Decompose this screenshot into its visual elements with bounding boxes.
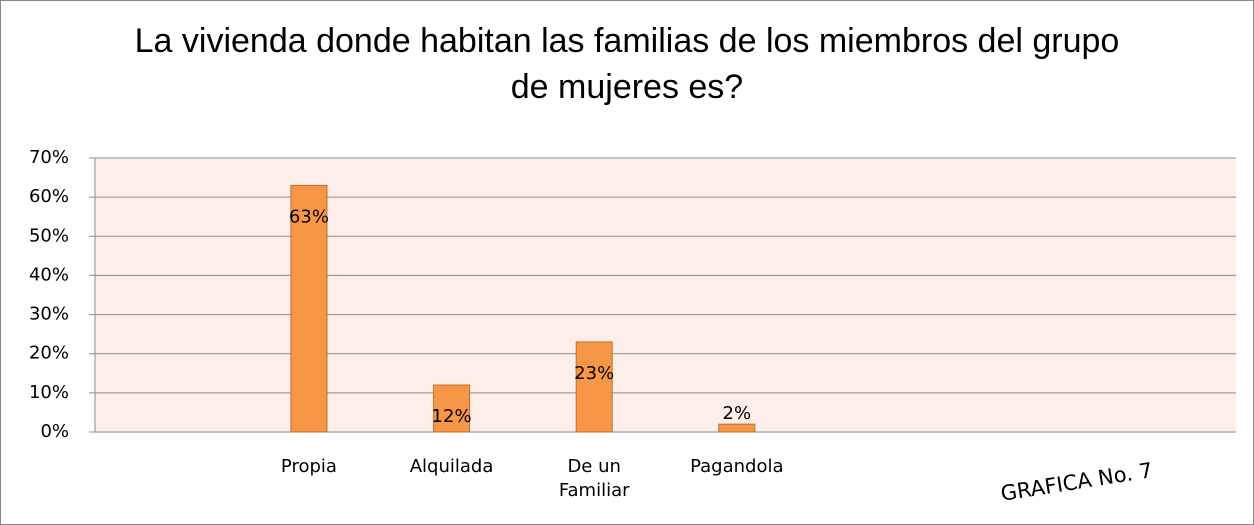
y-tick-label: 10% bbox=[29, 382, 69, 403]
y-tick-label: 0% bbox=[40, 421, 69, 442]
chart-title: La vivienda donde habitan las familias d… bbox=[134, 22, 1120, 106]
data-label: 12% bbox=[432, 406, 472, 427]
bar bbox=[575, 341, 613, 433]
x-tick-label: Pagandola bbox=[690, 456, 784, 477]
x-tick-label: De un Familiar bbox=[558, 456, 630, 501]
bar bbox=[433, 384, 471, 433]
plot-area bbox=[95, 158, 1236, 432]
y-tick-label: 30% bbox=[29, 304, 69, 325]
x-tick-label: Propia bbox=[280, 456, 337, 477]
data-label: 2% bbox=[723, 403, 752, 424]
data-label: 23% bbox=[574, 363, 614, 384]
bar bbox=[290, 184, 328, 433]
y-tick-label: 20% bbox=[29, 343, 69, 364]
data-label: 63% bbox=[289, 206, 329, 227]
y-tick-label: 70% bbox=[29, 147, 69, 168]
y-tick-label: 40% bbox=[29, 264, 69, 285]
x-tick-label: Alquilada bbox=[409, 456, 494, 477]
y-tick-label: 50% bbox=[29, 225, 69, 246]
bar bbox=[718, 423, 756, 433]
y-tick-label: 60% bbox=[29, 186, 69, 207]
